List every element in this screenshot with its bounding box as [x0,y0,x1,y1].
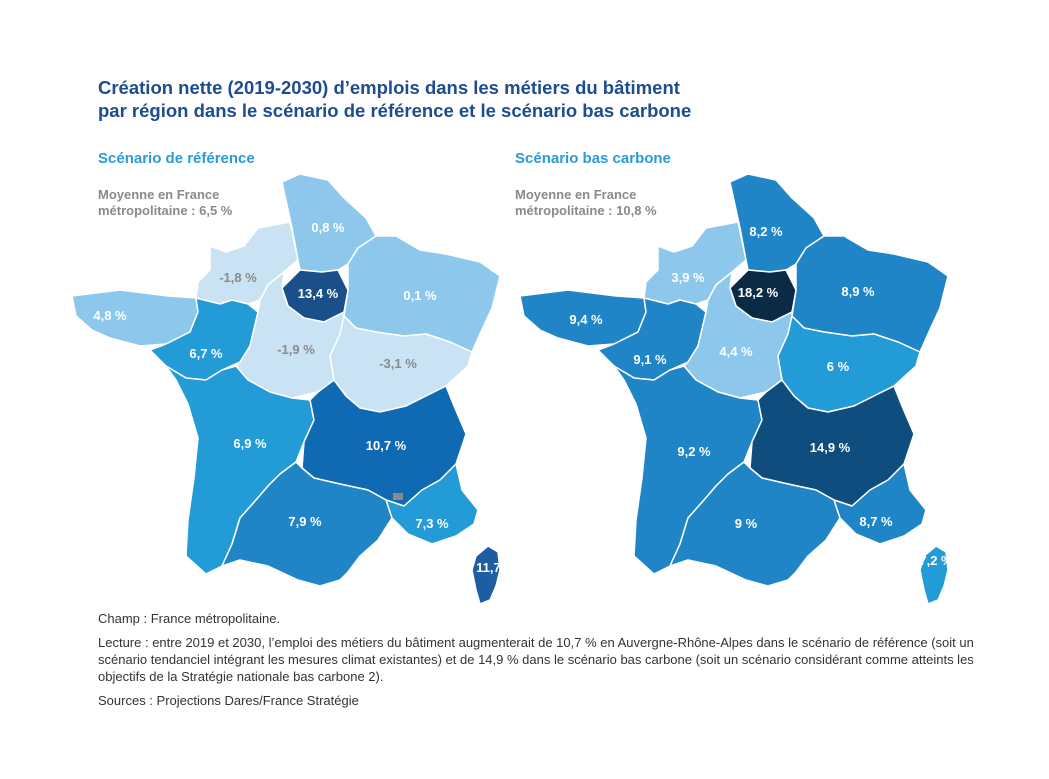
region-label-pays-de-la-loire: 6,7 % [189,346,223,361]
figure-title: Création nette (2019-2030) d’emplois dan… [98,76,691,122]
region-label-bourgogne-franche-comte: -3,1 % [379,356,417,371]
region-label-centre-val-de-loire: 4,4 % [719,344,753,359]
region-label-hauts-de-france: 0,8 % [311,220,345,235]
map-subtitle-low-carbon: Scénario bas carbone [515,150,671,167]
region-label-nouvelle-aquitaine: 9,2 % [677,444,711,459]
region-normandie [195,221,299,305]
region-label-paca: 8,7 % [859,514,893,529]
region-label-grand-est: 8,9 % [841,284,875,299]
map-average-low-carbon-line-2: métropolitaine : 10,8 % [515,203,657,218]
region-label-auvergne-rhone-alpes: 10,7 % [366,438,407,453]
figure-title-line-1: Création nette (2019-2030) d’emplois dan… [98,77,680,98]
region-label-occitanie: 9 % [735,516,758,531]
region-label-corse: 11,7 % [476,560,516,575]
region-label-bourgogne-franche-comte: 6 % [827,359,850,374]
note-lecture: Lecture : entre 2019 et 2030, l’emploi d… [98,635,974,684]
map-average-reference-line-2: métropolitaine : 6,5 % [98,203,233,218]
figure-notes: Champ : France métropolitaine. Lecture :… [98,610,978,716]
region-label-centre-val-de-loire: -1,9 % [277,342,315,357]
region-label-ile-de-france: 13,4 % [298,286,339,301]
region-label-bretagne: 9,4 % [569,312,603,327]
region-label-occitanie: 7,9 % [288,514,322,529]
region-label-normandie: 3,9 % [671,270,705,285]
region-paca [385,463,479,545]
region-label-normandie: -1,8 % [219,270,257,285]
region-label-auvergne-rhone-alpes: 14,9 % [810,440,851,455]
region-normandie [643,221,747,305]
note-champ: Champ : France métropolitaine. [98,611,281,626]
region-label-corse: 7,2 % [919,553,953,568]
map-reference: -1,8 % 0,8 % 0,1 % 13,4 % 4,8 % 6,7 % -1… [71,173,516,605]
region-label-grand-est: 0,1 % [403,288,437,303]
region-corse [919,545,949,605]
region-label-hauts-de-france: 8,2 % [749,224,783,239]
map-subtitle-reference: Scénario de référence [98,150,255,167]
map-average-low-carbon-line-1: Moyenne en France [515,187,637,202]
region-label-bretagne: 4,8 % [93,308,127,323]
geneva-lake-grey-patch [393,493,403,500]
region-label-paca: 7,3 % [415,516,449,531]
map-average-reference: Moyenne en France métropolitaine : 6,5 % [98,187,232,219]
region-occitanie [221,461,393,587]
map-low-carbon: 3,9 % 8,2 % 8,9 % 18,2 % 9,4 % 9,1 % 4,4… [519,173,953,605]
region-label-pays-de-la-loire: 9,1 % [633,352,667,367]
figure-title-line-2: par région dans le scénario de référence… [98,100,692,121]
region-label-nouvelle-aquitaine: 6,9 % [233,436,267,451]
map-average-reference-line-1: Moyenne en France [98,187,220,202]
region-corse [471,545,501,605]
region-label-ile-de-france: 18,2 % [738,285,779,300]
region-occitanie [669,461,841,587]
note-sources: Sources : Projections Dares/France Strat… [98,693,359,708]
region-paca [833,463,927,545]
map-average-low-carbon: Moyenne en France métropolitaine : 10,8 … [515,187,657,219]
